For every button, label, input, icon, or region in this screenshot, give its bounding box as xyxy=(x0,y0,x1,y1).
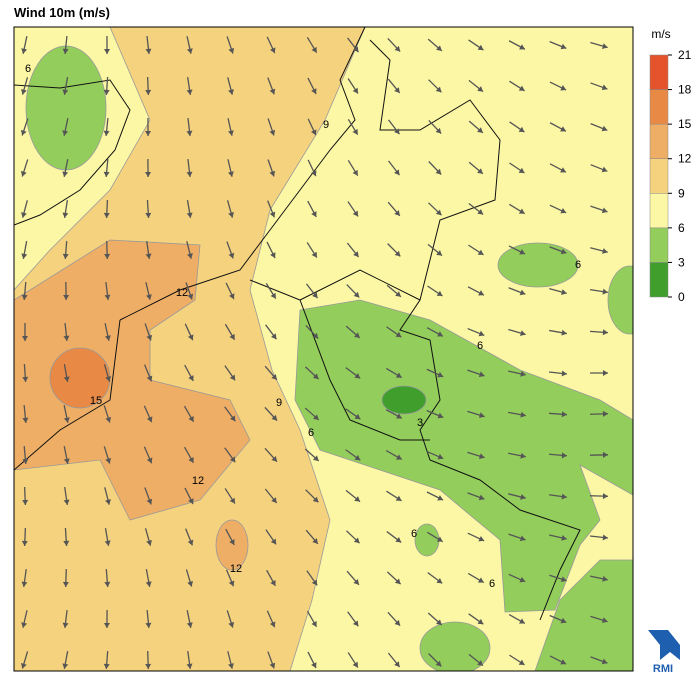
field-3-6 xyxy=(608,266,652,334)
colorbar-tick-label: 6 xyxy=(678,221,685,235)
contour-label: 6 xyxy=(411,528,417,540)
field-3-6 xyxy=(420,622,490,674)
field-3-6 xyxy=(498,243,578,287)
colorbar-band xyxy=(650,159,668,194)
colorbar-tick-label: 12 xyxy=(678,152,692,166)
contour-label: 15 xyxy=(90,395,102,407)
contour-label: 12 xyxy=(230,563,242,575)
colorbar-tick-label: 9 xyxy=(678,186,685,200)
map: 6 9 12 15 9 6 12 12 6 3 6 6 6 xyxy=(14,27,652,674)
colorbar-band xyxy=(650,193,668,228)
logo-mark xyxy=(648,630,680,660)
field-3-6 xyxy=(26,46,106,170)
field-0-3 xyxy=(382,386,426,414)
colorbar-tick-label: 21 xyxy=(678,48,692,62)
colorbar-band xyxy=(650,228,668,263)
contour-label: 9 xyxy=(276,397,282,409)
colorbar-tick-label: 3 xyxy=(678,255,685,269)
contour-label: 6 xyxy=(489,578,495,590)
contour-label: 6 xyxy=(308,427,314,439)
contour-label: 6 xyxy=(575,259,581,271)
colorbar-tick-label: 0 xyxy=(678,290,685,304)
logo-text: RMI xyxy=(653,663,673,675)
contour-label: 6 xyxy=(25,63,31,75)
colorbar-band xyxy=(650,124,668,159)
contour-label: 12 xyxy=(176,287,188,299)
contour-label: 9 xyxy=(323,119,329,131)
contour-label: 12 xyxy=(192,475,204,487)
contour-label: 6 xyxy=(477,340,483,352)
logo: RMI xyxy=(648,630,680,675)
title: Wind 10m (m/s) xyxy=(14,5,110,20)
colorbar: 0 3 6 9 12 15 18 21 xyxy=(650,48,692,304)
colorbar-unit: m/s xyxy=(651,27,670,41)
colorbar-band xyxy=(650,90,668,125)
colorbar-band xyxy=(650,262,668,297)
colorbar-band xyxy=(650,55,668,90)
contour-label: 3 xyxy=(417,417,423,429)
colorbar-tick-label: 18 xyxy=(678,83,692,97)
field-3-6 xyxy=(415,524,439,556)
colorbar-tick-label: 15 xyxy=(678,117,692,131)
